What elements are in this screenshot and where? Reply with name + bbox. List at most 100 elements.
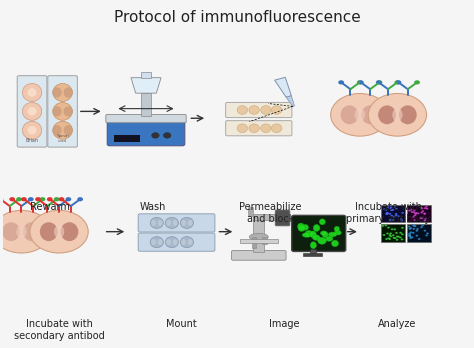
Circle shape: [392, 237, 395, 239]
Text: Incubate with
primary antibody: Incubate with primary antibody: [346, 203, 430, 224]
Circle shape: [395, 214, 397, 216]
Bar: [303, 253, 322, 256]
FancyBboxPatch shape: [138, 233, 215, 251]
Bar: [240, 239, 278, 243]
Ellipse shape: [151, 239, 156, 245]
Circle shape: [412, 216, 415, 218]
Circle shape: [424, 218, 427, 220]
Circle shape: [16, 197, 22, 201]
Circle shape: [358, 80, 364, 85]
Bar: [252, 237, 256, 248]
Circle shape: [414, 80, 420, 85]
Ellipse shape: [310, 242, 317, 249]
Bar: [141, 93, 151, 116]
Ellipse shape: [22, 121, 42, 139]
Ellipse shape: [334, 226, 339, 231]
FancyBboxPatch shape: [226, 121, 292, 136]
Circle shape: [383, 234, 385, 236]
Ellipse shape: [322, 232, 328, 237]
Circle shape: [390, 206, 392, 208]
Ellipse shape: [298, 223, 304, 230]
Circle shape: [412, 225, 415, 227]
Circle shape: [399, 237, 401, 238]
Ellipse shape: [53, 84, 73, 101]
Circle shape: [420, 212, 423, 214]
Circle shape: [385, 238, 388, 240]
Circle shape: [409, 235, 411, 237]
Ellipse shape: [181, 239, 186, 245]
Circle shape: [426, 208, 428, 209]
Ellipse shape: [173, 220, 177, 226]
Circle shape: [387, 213, 389, 214]
Ellipse shape: [165, 218, 178, 228]
FancyBboxPatch shape: [106, 114, 186, 123]
Circle shape: [388, 238, 391, 240]
Circle shape: [401, 227, 404, 229]
Bar: [381, 224, 405, 242]
Circle shape: [411, 236, 413, 238]
Ellipse shape: [318, 237, 327, 244]
Circle shape: [408, 226, 410, 228]
Ellipse shape: [261, 106, 271, 114]
Ellipse shape: [64, 106, 73, 117]
Bar: [114, 135, 140, 142]
Text: Analyze: Analyze: [378, 319, 417, 329]
Circle shape: [387, 206, 390, 208]
Circle shape: [423, 213, 426, 214]
Circle shape: [425, 206, 428, 208]
Circle shape: [21, 197, 27, 201]
Ellipse shape: [361, 105, 379, 124]
Circle shape: [390, 209, 393, 211]
Ellipse shape: [399, 105, 417, 124]
Ellipse shape: [27, 107, 36, 116]
Ellipse shape: [319, 219, 325, 225]
Ellipse shape: [52, 87, 62, 98]
Text: Permeabilize
and block: Permeabilize and block: [239, 203, 302, 224]
Ellipse shape: [166, 220, 171, 226]
Ellipse shape: [320, 231, 327, 235]
Circle shape: [399, 232, 402, 234]
Circle shape: [164, 133, 171, 138]
Circle shape: [410, 209, 412, 211]
Circle shape: [331, 94, 389, 136]
Ellipse shape: [188, 239, 192, 245]
Ellipse shape: [27, 88, 36, 97]
Circle shape: [395, 213, 398, 215]
Circle shape: [357, 80, 363, 85]
Circle shape: [412, 232, 415, 234]
Text: Incubate with
secondary antibod: Incubate with secondary antibod: [14, 319, 104, 341]
FancyBboxPatch shape: [48, 76, 77, 147]
FancyBboxPatch shape: [17, 76, 47, 147]
Circle shape: [389, 219, 392, 221]
Circle shape: [426, 232, 429, 234]
Circle shape: [424, 207, 426, 209]
Bar: [253, 214, 284, 220]
Text: Spinal
cord: Spinal cord: [56, 134, 69, 143]
FancyBboxPatch shape: [226, 102, 292, 118]
Ellipse shape: [150, 218, 164, 228]
Circle shape: [386, 212, 389, 214]
Ellipse shape: [313, 224, 320, 231]
Circle shape: [410, 227, 412, 229]
Circle shape: [401, 234, 404, 235]
Ellipse shape: [249, 234, 268, 240]
Ellipse shape: [27, 126, 36, 135]
Ellipse shape: [40, 222, 58, 241]
Circle shape: [387, 237, 390, 239]
Circle shape: [385, 213, 388, 215]
Ellipse shape: [16, 225, 27, 238]
Bar: [253, 215, 264, 252]
Bar: [407, 224, 431, 242]
Circle shape: [152, 133, 159, 138]
Circle shape: [416, 228, 419, 230]
Circle shape: [393, 216, 395, 218]
Ellipse shape: [326, 236, 333, 241]
Circle shape: [412, 228, 415, 230]
Polygon shape: [286, 96, 294, 106]
Ellipse shape: [340, 105, 358, 124]
Polygon shape: [131, 78, 161, 93]
Ellipse shape: [158, 220, 163, 226]
Circle shape: [423, 220, 426, 221]
Circle shape: [415, 212, 418, 214]
Text: Mount: Mount: [166, 319, 197, 329]
